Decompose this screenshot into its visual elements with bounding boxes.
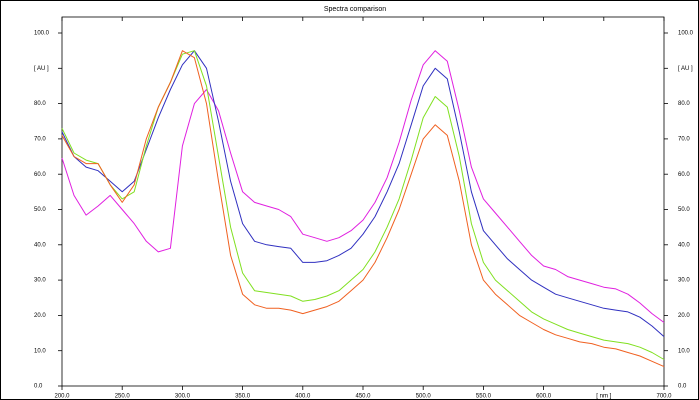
y2-tick-label: 10.0 bbox=[678, 348, 690, 354]
y2-tick-label: 0.0 bbox=[678, 384, 687, 390]
y-tick-label: 0.0 bbox=[34, 384, 43, 390]
y-tick-label: 100.0 bbox=[34, 31, 50, 37]
y2-tick-label: 40.0 bbox=[678, 242, 690, 248]
x-tick-label: 450.0 bbox=[355, 394, 371, 400]
x-tick-label: [ nm ] bbox=[596, 394, 611, 400]
y-tick-label: 40.0 bbox=[34, 242, 46, 248]
spectrum-line bbox=[61, 50, 665, 337]
y-tick-label: [ AU ] bbox=[34, 66, 49, 72]
y-tick-label: 20.0 bbox=[34, 313, 46, 319]
spectrum-line bbox=[61, 50, 665, 368]
spectrum-line bbox=[61, 50, 665, 323]
y-tick-label: 10.0 bbox=[34, 348, 46, 354]
x-tick-label: 550.0 bbox=[476, 394, 492, 400]
y2-tick-label: 100.0 bbox=[678, 31, 694, 37]
y-tick-label: 60.0 bbox=[34, 172, 46, 178]
y-tick-label: 80.0 bbox=[34, 101, 46, 107]
y2-tick-label: 70.0 bbox=[678, 136, 690, 142]
y2-tick-label: 50.0 bbox=[678, 207, 690, 213]
y2-tick-label: 80.0 bbox=[678, 101, 690, 107]
y-tick-label: 30.0 bbox=[34, 278, 46, 284]
y-tick-label: 50.0 bbox=[34, 207, 46, 213]
x-tick-label: 700.0 bbox=[656, 394, 672, 400]
chart-title: Spectra comparison bbox=[324, 6, 386, 13]
x-tick-label: 600.0 bbox=[536, 394, 552, 400]
x-tick-label: 500.0 bbox=[416, 394, 432, 400]
y2-tick-label: [ AU ] bbox=[678, 66, 693, 72]
x-tick-label: 350.0 bbox=[235, 394, 251, 400]
y2-tick-label: 60.0 bbox=[678, 172, 690, 178]
x-tick-label: 300.0 bbox=[175, 394, 191, 400]
y2-tick-label: 30.0 bbox=[678, 278, 690, 284]
x-tick-label: 400.0 bbox=[295, 394, 311, 400]
x-tick-label: 200.0 bbox=[54, 394, 70, 400]
y-tick-label: 70.0 bbox=[34, 136, 46, 142]
x-tick-label: 250.0 bbox=[115, 394, 131, 400]
y2-tick-label: 20.0 bbox=[678, 313, 690, 319]
